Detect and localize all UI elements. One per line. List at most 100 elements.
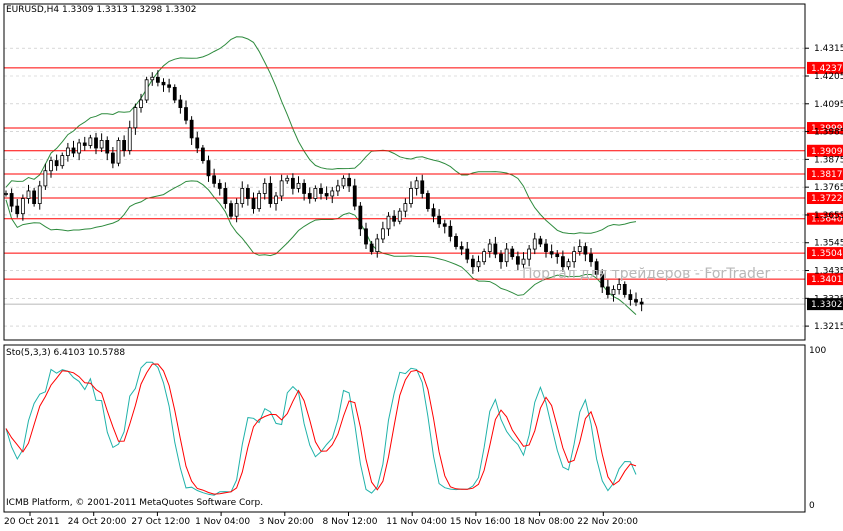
candle-body bbox=[594, 261, 599, 275]
candle-body bbox=[88, 137, 93, 146]
price-tick-label: 1.3875 bbox=[814, 155, 843, 165]
candle-body bbox=[335, 185, 340, 192]
price-tick-label: 1.3215 bbox=[814, 322, 843, 332]
bollinger-upper bbox=[5, 36, 637, 235]
candle-body bbox=[206, 160, 211, 177]
candle-body bbox=[167, 84, 172, 88]
candle-body bbox=[515, 256, 520, 265]
level-label: 1.3817 bbox=[811, 170, 843, 180]
candle-body bbox=[99, 140, 104, 149]
candle-body bbox=[347, 177, 352, 187]
price-tick-label: 1.3655 bbox=[814, 211, 843, 221]
candle-body bbox=[504, 248, 509, 263]
candle-body bbox=[71, 147, 76, 154]
candle-body bbox=[448, 225, 453, 237]
candle-body bbox=[510, 248, 515, 258]
candle-body bbox=[549, 251, 554, 255]
time-tick-label: 22 Nov 20:00 bbox=[577, 517, 638, 527]
candle-body bbox=[184, 107, 188, 121]
stochastic-pane-frame bbox=[3, 344, 806, 513]
price-pane-frame bbox=[3, 3, 806, 341]
candle-body bbox=[15, 205, 20, 215]
stoch-tick-label: 0 bbox=[809, 501, 815, 511]
time-tick-label: 3 Nov 20:00 bbox=[259, 517, 314, 527]
level-label-box bbox=[807, 168, 843, 181]
candle-body bbox=[459, 246, 464, 250]
candle-body bbox=[499, 253, 503, 263]
candle-body bbox=[521, 258, 526, 265]
copyright-text: ICMB Platform, © 2001-2011 MetaQuotes So… bbox=[6, 498, 263, 508]
candle-body bbox=[285, 177, 290, 182]
candle-body bbox=[454, 236, 458, 247]
level-label-box bbox=[807, 61, 843, 74]
bollinger-bands bbox=[5, 36, 637, 315]
candle-body bbox=[77, 142, 82, 154]
candle-body bbox=[110, 152, 115, 164]
candle-body bbox=[274, 195, 278, 204]
bollinger-lower bbox=[5, 180, 637, 315]
level-label-box bbox=[807, 144, 843, 157]
candle-body bbox=[200, 147, 205, 162]
candle-body bbox=[189, 119, 194, 139]
candle-body bbox=[572, 251, 577, 263]
candle-body bbox=[155, 76, 160, 83]
candle-body bbox=[392, 215, 397, 222]
candle-body bbox=[245, 188, 250, 199]
candle-body bbox=[380, 228, 385, 240]
level-label-box bbox=[807, 122, 843, 135]
candle-body bbox=[229, 203, 233, 217]
candle-body bbox=[302, 182, 307, 194]
candle-body bbox=[234, 203, 239, 217]
candle-body bbox=[538, 238, 543, 245]
candle-body bbox=[195, 137, 200, 149]
time-tick-label: 27 Oct 12:00 bbox=[131, 517, 190, 527]
candle-body bbox=[600, 273, 605, 288]
candle-body bbox=[465, 248, 470, 260]
candle-body bbox=[212, 175, 217, 184]
indicator-line: Sto(5,3,3) 6.4103 10.5788 bbox=[6, 348, 125, 358]
candle-body bbox=[397, 210, 402, 222]
candle-body bbox=[425, 193, 430, 210]
candle-body bbox=[82, 142, 87, 146]
candle-body bbox=[127, 127, 132, 151]
candle-body bbox=[32, 190, 37, 204]
candle-body bbox=[352, 185, 357, 207]
candle-body bbox=[257, 193, 262, 210]
candle-body bbox=[386, 215, 391, 230]
time-tick-label: 20 Oct 2011 bbox=[4, 517, 60, 527]
candle-body bbox=[319, 188, 323, 194]
candle-body bbox=[122, 140, 127, 151]
candle-body bbox=[358, 205, 363, 230]
candle-body bbox=[60, 155, 65, 167]
symbol-line: EURUSD,H4 1.3309 1.3313 1.3298 1.3302 bbox=[6, 5, 197, 15]
candle-body bbox=[487, 243, 492, 252]
candle-body bbox=[65, 147, 70, 156]
grid bbox=[4, 47, 805, 327]
candle-body bbox=[527, 248, 532, 260]
candle-body bbox=[217, 182, 222, 189]
level-label: 1.3999 bbox=[811, 124, 843, 134]
candle-body bbox=[493, 243, 498, 255]
level-label: 1.4237 bbox=[811, 64, 843, 74]
price-tick-label: 1.3325 bbox=[814, 294, 843, 304]
frame bbox=[3, 3, 806, 513]
candle-body bbox=[482, 251, 487, 263]
candle-body bbox=[279, 180, 284, 197]
price-tick-label: 1.4095 bbox=[814, 100, 843, 110]
candle-body bbox=[544, 243, 548, 252]
level-label-box bbox=[807, 212, 843, 225]
current-price-label: 1.3302 bbox=[811, 300, 843, 310]
candle-body bbox=[420, 180, 425, 194]
stoch-tick-label: 100 bbox=[809, 346, 826, 356]
candle-body bbox=[262, 182, 267, 194]
candle-body bbox=[290, 177, 295, 189]
candle-body bbox=[251, 198, 256, 210]
time-tick-label: 15 Nov 16:00 bbox=[450, 517, 511, 527]
candle-body bbox=[4, 193, 8, 195]
current-price-box bbox=[807, 298, 843, 311]
candle-body bbox=[307, 193, 312, 199]
horizontal-levels: 1.4237 1.3999 1.3909 1.3817 1.3722 1.3640 1.35… bbox=[4, 61, 843, 311]
candle-body bbox=[144, 79, 149, 101]
